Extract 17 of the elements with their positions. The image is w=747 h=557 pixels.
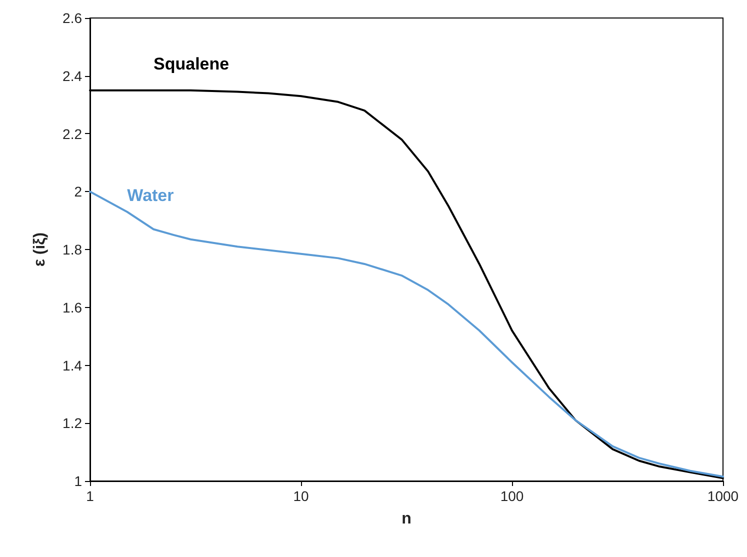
series-label: Squalene [154,54,230,74]
x-tick-label: 10 [293,488,309,504]
y-tick-label: 1.6 [62,299,82,316]
x-tick-label: 1000 [707,488,739,504]
y-tick-label: 2.6 [62,10,82,26]
y-axis-title: ε (iξ) [32,232,48,267]
y-tick-label: 1.2 [62,415,82,432]
x-axis-title: n [402,510,412,528]
y-tick-label: 2.2 [62,126,82,142]
y-tick-label: 2 [74,184,82,200]
x-tick-label: 100 [500,488,524,504]
x-tick-label: 1 [86,488,94,504]
y-tick-label: 1 [74,473,82,489]
series-label: Water [127,186,174,205]
y-tick-label: 1.8 [62,242,82,258]
y-tick-label: 2.4 [62,68,82,84]
y-tick-label: 1.4 [62,357,82,374]
